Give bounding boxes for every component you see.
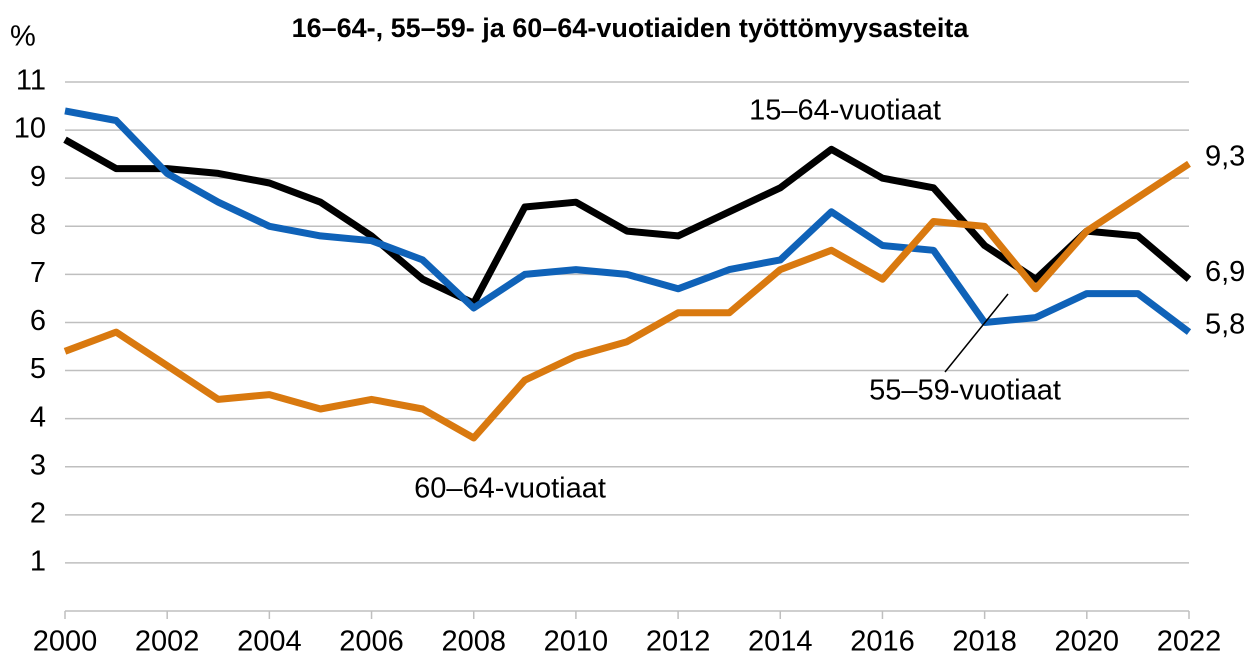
value-label: 5,8 xyxy=(1205,309,1245,341)
y-tick-label: 5 xyxy=(30,353,46,385)
series-label: 15–64-vuotiaat xyxy=(749,95,941,127)
y-tick-label: 3 xyxy=(30,449,46,481)
y-tick-label: 4 xyxy=(30,401,46,433)
y-tick-label: 2 xyxy=(30,497,46,529)
series-label: 55–59-vuotiaat xyxy=(869,375,1061,407)
x-tick-label: 2012 xyxy=(646,626,711,658)
leader-line xyxy=(944,293,1009,373)
series-line xyxy=(63,160,1191,442)
x-tick-label: 2004 xyxy=(237,626,302,658)
y-tick-label: 11 xyxy=(16,65,46,97)
x-tick-label: 2014 xyxy=(748,626,813,658)
y-tick-label: 1 xyxy=(30,546,46,578)
series-line xyxy=(63,136,1192,307)
value-label: 6,9 xyxy=(1205,256,1245,288)
series-line xyxy=(64,107,1192,335)
x-tick-label: 2002 xyxy=(135,626,200,658)
y-tick-label: 6 xyxy=(30,305,46,337)
x-tick-label: 2018 xyxy=(952,626,1017,658)
chart-title: 16–64-, 55–59- ja 60–64-vuotiaiden tyött… xyxy=(292,13,970,43)
y-tick-label: 9 xyxy=(30,161,46,193)
x-tick-label: 2020 xyxy=(1055,626,1120,658)
x-tick-label: 2006 xyxy=(339,626,404,658)
series-label: 60–64-vuotiaat xyxy=(414,473,606,505)
y-tick-label: 7 xyxy=(30,257,46,289)
value-label: 9,3 xyxy=(1205,140,1245,172)
x-tick-label: 2008 xyxy=(441,626,506,658)
x-tick-label: 2022 xyxy=(1157,626,1222,658)
y-tick-label: 8 xyxy=(30,209,46,241)
x-tick-label: 2016 xyxy=(850,626,915,658)
y-axis-label: % xyxy=(10,21,36,53)
y-tick-label: 10 xyxy=(14,113,46,145)
x-tick-label: 2010 xyxy=(544,626,609,658)
x-tick-label: 2000 xyxy=(33,626,98,658)
